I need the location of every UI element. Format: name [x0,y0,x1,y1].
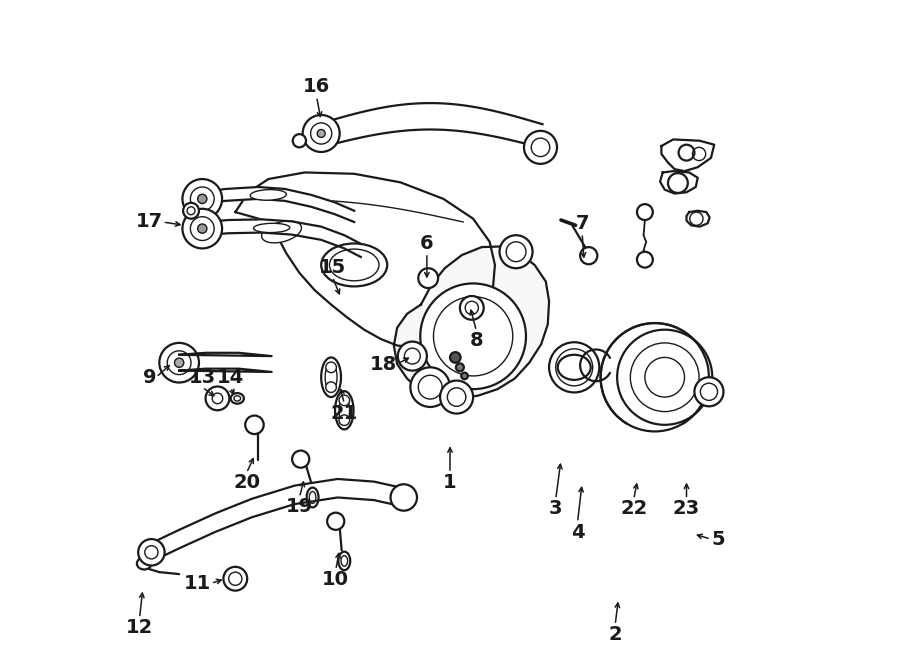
Circle shape [461,373,468,379]
Text: 6: 6 [420,234,434,253]
Text: 13: 13 [189,368,216,387]
Circle shape [637,204,652,220]
Text: 2: 2 [608,625,622,644]
Circle shape [617,330,712,425]
Polygon shape [151,479,404,561]
Circle shape [205,387,230,410]
Circle shape [302,115,339,152]
Circle shape [326,362,337,373]
Text: 19: 19 [286,497,313,516]
Circle shape [183,209,222,248]
Text: 3: 3 [549,499,562,518]
Circle shape [198,194,207,203]
Text: 7: 7 [575,214,589,233]
Circle shape [339,415,349,426]
Polygon shape [202,187,355,222]
Polygon shape [660,171,698,193]
Circle shape [418,268,438,288]
Circle shape [679,145,695,161]
Polygon shape [687,211,709,226]
Circle shape [460,296,483,320]
Ellipse shape [338,551,350,570]
Circle shape [183,203,199,218]
Circle shape [139,539,165,565]
Polygon shape [394,246,549,399]
Ellipse shape [321,244,387,287]
Ellipse shape [558,355,590,380]
Circle shape [317,130,325,138]
Polygon shape [235,173,495,348]
Polygon shape [179,353,272,372]
Ellipse shape [137,557,151,569]
Circle shape [391,485,417,510]
Circle shape [580,247,598,264]
Text: 21: 21 [330,404,358,422]
Circle shape [456,363,464,371]
Circle shape [339,395,349,406]
Text: 16: 16 [303,77,330,97]
Circle shape [500,235,533,268]
Text: 20: 20 [233,473,260,492]
Ellipse shape [230,393,244,404]
Circle shape [524,131,557,164]
Text: 8: 8 [470,331,483,350]
Circle shape [223,567,248,591]
Text: 18: 18 [370,355,397,373]
Circle shape [410,367,450,407]
Circle shape [198,224,207,233]
Circle shape [175,358,184,367]
Text: 23: 23 [673,499,700,518]
Ellipse shape [335,391,354,430]
Circle shape [668,173,688,193]
Text: 10: 10 [322,570,349,589]
Circle shape [159,343,199,383]
Text: 4: 4 [571,522,584,542]
Polygon shape [318,103,543,148]
Circle shape [326,382,337,393]
Text: 11: 11 [184,574,211,593]
Text: 17: 17 [136,213,163,232]
Circle shape [695,377,724,406]
Circle shape [245,416,264,434]
Circle shape [292,134,306,148]
Circle shape [327,512,345,530]
Ellipse shape [262,221,302,243]
Circle shape [420,283,526,389]
Circle shape [637,252,652,267]
Ellipse shape [250,189,286,200]
Ellipse shape [254,223,290,232]
Polygon shape [202,219,361,257]
Text: 9: 9 [142,368,156,387]
Ellipse shape [307,488,319,507]
Text: 12: 12 [126,618,153,638]
Circle shape [450,352,461,363]
Circle shape [689,212,703,225]
Circle shape [398,342,427,371]
Circle shape [292,451,310,468]
Ellipse shape [321,357,341,397]
Circle shape [549,342,599,393]
Text: 5: 5 [711,530,724,549]
Text: 1: 1 [443,473,457,492]
Circle shape [600,323,709,432]
Text: 14: 14 [217,368,244,387]
Text: 22: 22 [620,499,647,518]
Text: 15: 15 [319,258,346,277]
Circle shape [183,179,222,218]
Circle shape [440,381,473,414]
Polygon shape [662,140,715,171]
